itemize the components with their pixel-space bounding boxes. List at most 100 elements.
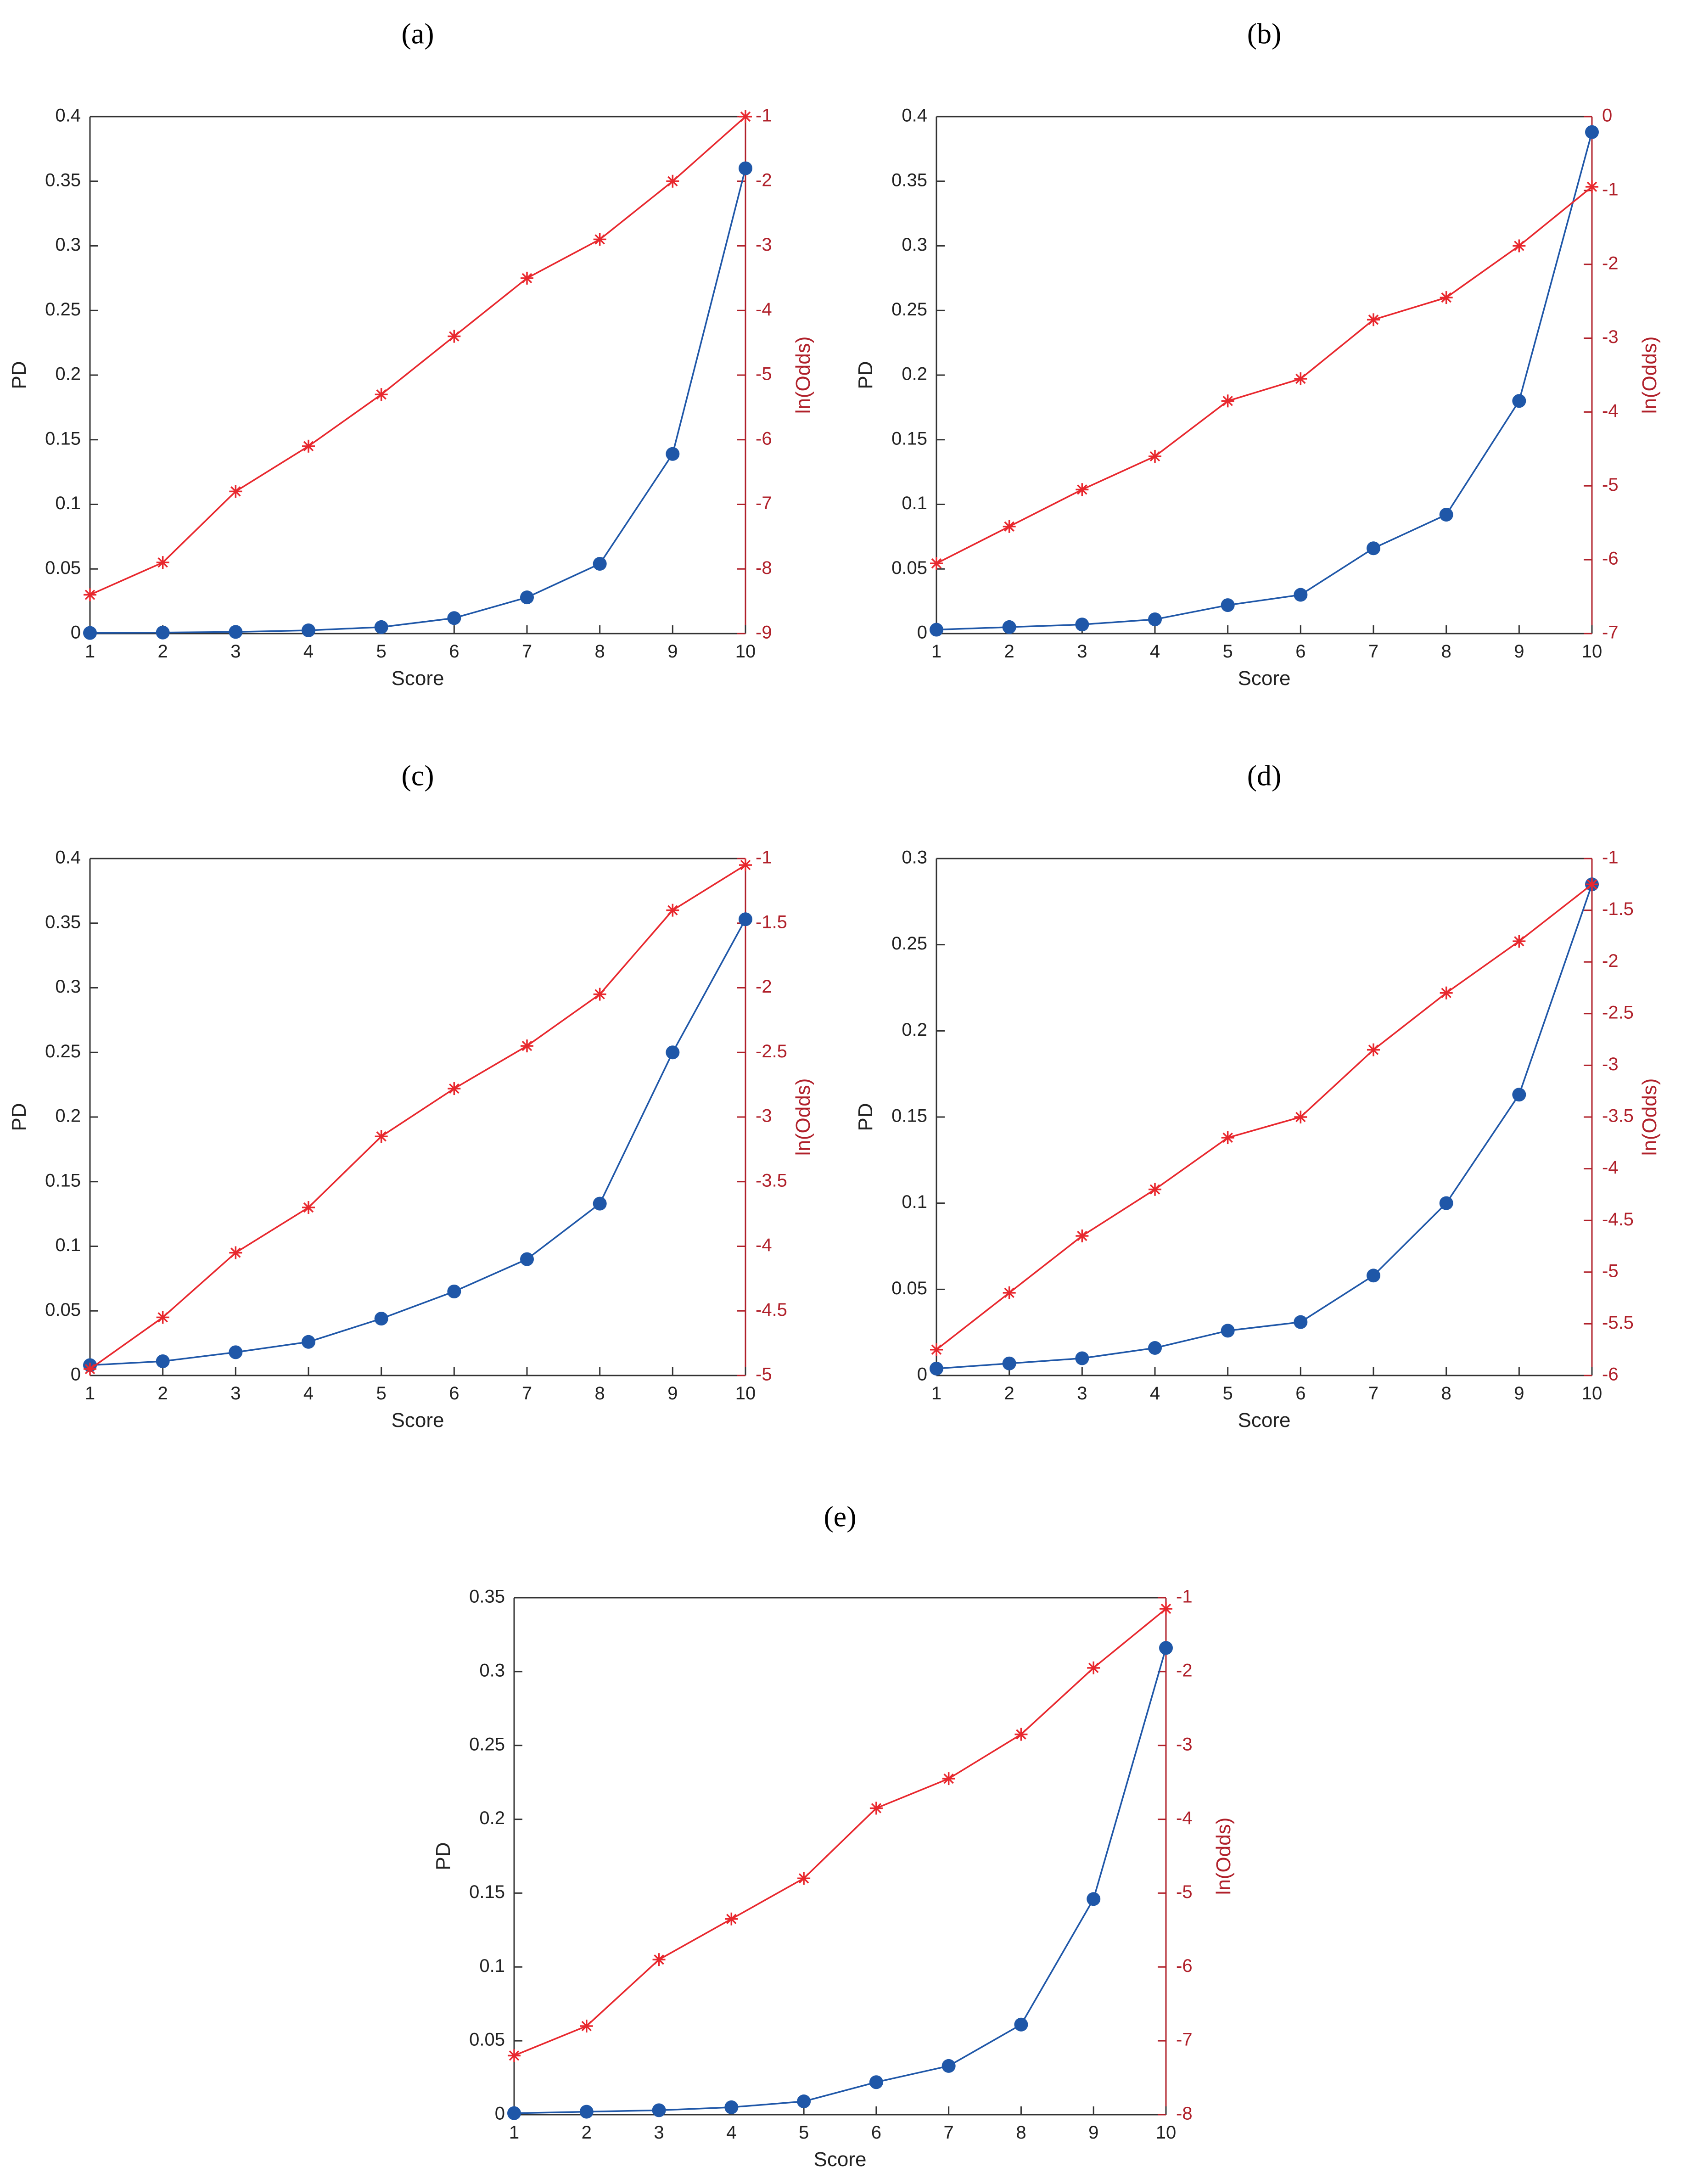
x-tick-label: 3: [230, 641, 241, 662]
x-tick-label: 1: [509, 2122, 519, 2143]
y-right-tick-label: -4: [756, 1235, 772, 1255]
pd-point: [374, 1312, 388, 1326]
ln-odds-point: [666, 904, 679, 917]
ln-odds-point: [1367, 313, 1380, 326]
ln-odds-point: [1076, 1229, 1089, 1242]
y-right-tick-label: -4: [756, 299, 772, 320]
ln-odds-point: [930, 1343, 943, 1356]
y-tick-label: 0.15: [469, 1882, 505, 1902]
y-tick-label: 0: [71, 623, 81, 643]
ln-odds-point: [580, 2019, 593, 2032]
ln-odds-point: [448, 1082, 461, 1095]
y-right-tick-label: -3: [1602, 1054, 1619, 1074]
x-tick-label: 2: [582, 2122, 592, 2143]
x-tick-label: 10: [1582, 641, 1603, 662]
pd-point: [1159, 1641, 1173, 1655]
x-axis-label: Score: [392, 667, 444, 690]
panel-b: (b) 1 2 3 4 5 6 7 8 9 10 0 0.05 0.1 0.15 0.2 0.25 0.3 0.35…: [854, 17, 1661, 690]
pd-point: [1512, 1088, 1526, 1102]
pd-point: [1002, 1356, 1016, 1370]
y-right-tick-label: -2.5: [1602, 1002, 1634, 1022]
x-tick-label: 2: [1004, 641, 1014, 662]
y-right-axis-label: ln(Odds): [1212, 1818, 1235, 1895]
pd-point: [579, 2105, 594, 2119]
y-tick-label: 0.25: [891, 299, 927, 320]
pd-point: [941, 2059, 956, 2073]
asterisk-stroke: [521, 1040, 532, 1051]
ln-odds-point: [797, 1872, 811, 1885]
x-tick-label: 4: [1150, 641, 1160, 662]
panel-d: (d) 1 2 3 4 5 6 7 8 9 10 0 0.05 0.1 0.15 0.2 0.25 0.3 -6 -5…: [854, 759, 1661, 1432]
ln-odds-point: [739, 859, 752, 872]
y-right-tick-label: -6: [1602, 549, 1619, 569]
y-axis-label: PD: [854, 361, 877, 389]
pd-point: [447, 1285, 461, 1299]
y-tick-label: 0.3: [55, 977, 81, 997]
x-axis-label: Score: [1238, 1409, 1291, 1432]
series-line-pd: [514, 1647, 1167, 2114]
pd-point: [83, 626, 97, 640]
pd-point: [593, 1196, 607, 1211]
y-right-tick-label: 0: [1602, 106, 1612, 126]
asterisk-stroke: [1160, 1603, 1171, 1614]
pd-point: [739, 161, 752, 175]
pd-point: [666, 447, 680, 461]
y-right-tick-label: -2: [756, 977, 772, 997]
asterisk-stroke: [303, 441, 314, 452]
x-tick-label: 7: [522, 641, 532, 662]
x-tick-label: 7: [1368, 1383, 1378, 1404]
asterisk-stroke: [594, 989, 605, 999]
y-tick-label: 0.35: [469, 1587, 505, 1607]
asterisk-stroke: [1295, 1112, 1306, 1123]
ln-odds-point: [1149, 449, 1161, 463]
asterisk-stroke: [1514, 241, 1524, 251]
pd-point: [1221, 1324, 1235, 1338]
ln-odds-point: [1586, 878, 1598, 891]
ln-odds-point: [229, 1246, 242, 1259]
y-right-tick-label: -7: [1176, 2030, 1193, 2050]
y-tick-label: 0.2: [479, 1808, 505, 1828]
y-tick-label: 0.15: [891, 1106, 927, 1126]
asterisk-stroke: [449, 1083, 459, 1094]
asterisk-stroke: [230, 486, 241, 497]
asterisk-stroke: [1149, 1184, 1160, 1195]
pd-point: [1512, 394, 1526, 408]
asterisk-stroke: [230, 1247, 241, 1258]
x-tick-label: 4: [303, 641, 314, 662]
asterisk-stroke: [871, 1803, 882, 1813]
x-tick-label: 7: [522, 1383, 532, 1404]
pd-point: [1367, 1269, 1380, 1283]
asterisk-stroke: [1368, 314, 1379, 325]
y-right-tick-label: -2.5: [756, 1041, 787, 1061]
y-right-tick-label: -4.5: [756, 1300, 787, 1320]
y-right-tick-label: -2: [1602, 253, 1619, 273]
y-right-tick-label: -7: [1602, 623, 1619, 643]
ln-odds-point: [375, 388, 388, 401]
x-tick-label: 10: [1156, 2122, 1177, 2143]
pd-point: [1148, 612, 1162, 627]
x-tick-label: 7: [1368, 641, 1378, 662]
y-tick-label: 0.35: [45, 170, 81, 190]
pd-point: [930, 1361, 943, 1376]
asterisk-stroke: [1295, 373, 1306, 384]
x-tick-label: 9: [667, 1383, 678, 1404]
ln-odds-point: [1367, 1043, 1380, 1056]
y-right-tick-label: -1: [1602, 179, 1619, 199]
y-tick-label: 0.05: [45, 1300, 81, 1320]
asterisk-stroke: [376, 389, 387, 400]
pd-point: [1367, 541, 1380, 556]
x-tick-label: 1: [931, 641, 941, 662]
x-tick-label: 8: [1441, 641, 1451, 662]
pd-point: [666, 1045, 680, 1060]
series-line-ln-odds: [936, 186, 1593, 564]
asterisk-stroke: [1368, 1044, 1379, 1055]
y-right-tick-label: -6: [756, 428, 772, 449]
x-tick-label: 6: [871, 2122, 881, 2143]
x-tick-label: 9: [667, 641, 678, 662]
asterisk-stroke: [1586, 181, 1597, 192]
y-right-tick-label: -4: [1602, 1157, 1619, 1178]
y-right-tick-label: -9: [756, 623, 772, 643]
ln-odds-point: [1003, 1286, 1016, 1299]
ln-odds-point: [942, 1772, 955, 1785]
y-tick-label: 0.3: [902, 235, 927, 255]
